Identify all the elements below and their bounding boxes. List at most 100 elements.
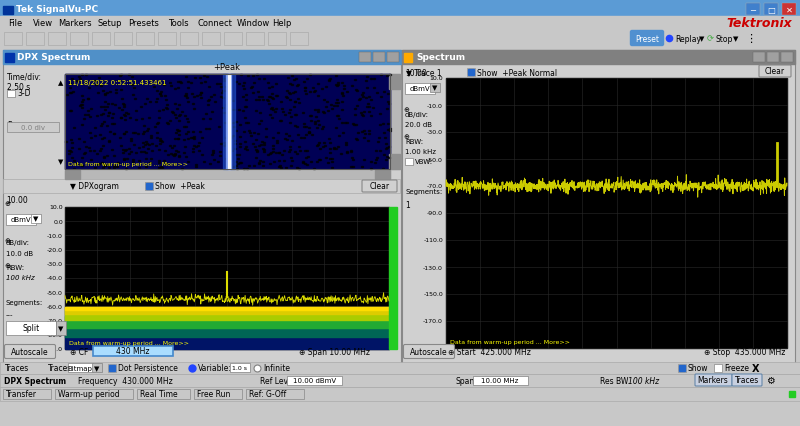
Bar xyxy=(119,137,121,139)
Bar xyxy=(235,165,237,167)
Bar xyxy=(127,113,129,115)
Bar xyxy=(292,92,294,94)
Bar xyxy=(187,131,189,132)
Bar xyxy=(279,120,281,122)
Bar xyxy=(186,97,188,99)
Bar xyxy=(79,105,81,107)
Bar xyxy=(336,99,338,101)
Bar xyxy=(101,162,103,164)
Bar xyxy=(151,150,153,152)
Bar xyxy=(171,111,173,113)
Bar xyxy=(103,137,105,139)
Bar xyxy=(124,115,126,117)
Bar xyxy=(333,105,335,107)
Bar xyxy=(267,82,269,84)
Bar xyxy=(265,136,267,138)
Bar xyxy=(258,96,260,98)
Bar xyxy=(56,321,66,335)
Bar xyxy=(184,95,186,97)
Bar xyxy=(0,387,800,401)
Bar xyxy=(276,140,278,142)
Bar xyxy=(256,74,258,76)
Bar xyxy=(376,157,378,158)
Bar xyxy=(113,167,115,169)
Bar xyxy=(162,109,164,111)
Bar xyxy=(66,94,68,96)
Text: Ref Lev: Ref Lev xyxy=(260,377,288,386)
Bar xyxy=(267,154,269,155)
Text: Split: Split xyxy=(22,324,40,333)
Bar xyxy=(269,153,271,155)
Bar xyxy=(216,83,218,85)
Bar xyxy=(271,93,273,95)
Bar xyxy=(0,30,800,49)
Bar xyxy=(65,207,389,349)
Bar xyxy=(310,115,312,117)
Bar xyxy=(261,96,263,98)
Text: 1: 1 xyxy=(405,201,410,210)
Bar xyxy=(275,95,277,97)
Bar xyxy=(200,92,202,94)
Bar xyxy=(310,161,312,163)
Bar xyxy=(244,148,246,150)
Bar xyxy=(69,87,71,89)
Bar xyxy=(370,115,372,117)
Bar xyxy=(304,150,306,152)
Bar xyxy=(287,376,342,385)
FancyBboxPatch shape xyxy=(362,181,397,193)
Bar xyxy=(242,85,244,87)
Bar xyxy=(289,93,291,95)
Bar xyxy=(140,151,142,153)
Bar xyxy=(228,75,230,170)
Bar xyxy=(65,170,390,180)
Bar xyxy=(336,105,338,107)
Bar xyxy=(69,110,71,112)
Bar xyxy=(89,132,91,134)
Bar xyxy=(308,132,310,134)
Bar xyxy=(187,138,189,140)
Text: ---: --- xyxy=(6,311,14,317)
Bar xyxy=(164,150,166,152)
Bar xyxy=(303,81,305,83)
Bar xyxy=(267,100,269,102)
Bar xyxy=(89,116,91,118)
Bar xyxy=(243,131,245,132)
Bar xyxy=(385,143,387,145)
Bar xyxy=(194,389,242,399)
Bar xyxy=(101,138,103,140)
Text: ⋮: ⋮ xyxy=(745,34,756,44)
Bar xyxy=(230,109,232,111)
Bar xyxy=(82,99,84,101)
Bar xyxy=(183,139,185,141)
Bar xyxy=(353,124,355,126)
Bar xyxy=(263,149,265,151)
Text: -30.0: -30.0 xyxy=(47,262,63,267)
Bar xyxy=(181,168,183,170)
Bar xyxy=(223,81,225,82)
Text: RBW:: RBW: xyxy=(405,139,423,145)
Bar xyxy=(146,98,148,100)
Text: -10.0: -10.0 xyxy=(427,103,443,108)
Bar xyxy=(327,110,329,112)
Bar xyxy=(175,132,177,134)
Bar xyxy=(76,81,78,82)
Bar xyxy=(380,74,382,76)
Bar xyxy=(346,152,348,154)
Bar xyxy=(130,140,132,142)
Bar xyxy=(325,157,327,158)
Bar xyxy=(160,166,162,167)
Bar xyxy=(143,151,145,153)
Bar xyxy=(230,363,250,372)
Bar xyxy=(262,99,264,101)
Bar xyxy=(294,101,296,103)
Bar xyxy=(113,123,115,125)
Bar xyxy=(156,137,158,139)
Bar xyxy=(169,82,171,84)
Bar xyxy=(313,168,315,170)
Bar xyxy=(345,144,347,146)
Bar xyxy=(289,146,291,148)
Bar xyxy=(337,82,339,84)
Text: Traces: Traces xyxy=(5,364,30,373)
Bar xyxy=(246,389,304,399)
Bar xyxy=(81,165,83,167)
